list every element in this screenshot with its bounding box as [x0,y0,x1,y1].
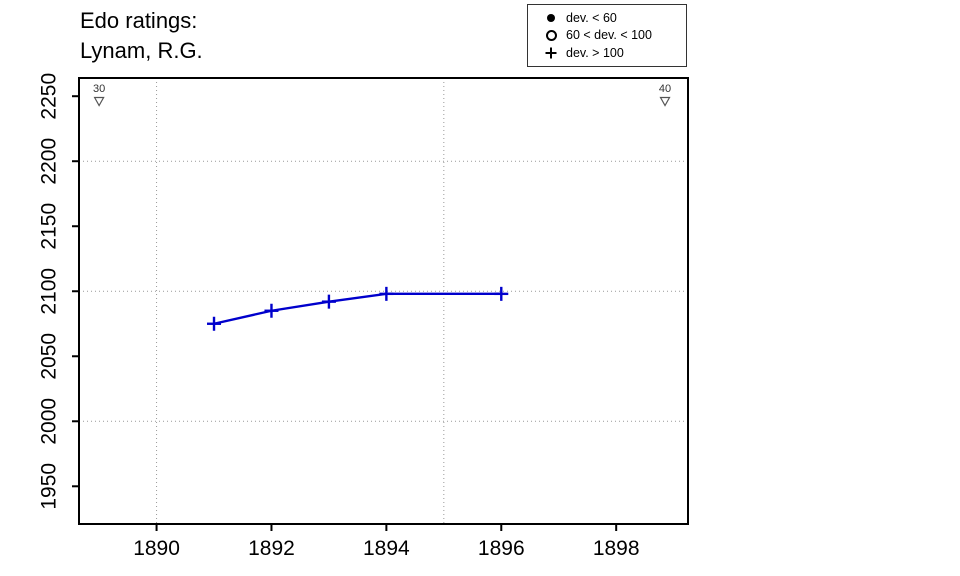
plus-icon [536,46,566,60]
legend-box: dev. < 60 60 < dev. < 100 dev. > 100 [527,4,687,67]
x-tick-label: 1894 [363,537,410,560]
y-tick-label: 1950 [37,463,60,510]
chart-title-line2: Lynam, R.G. [80,38,203,63]
down-triangle-icon [93,96,105,107]
age-annotation-label: 40 [659,83,671,95]
legend-item: dev. > 100 [536,46,686,60]
age-annotation-label: 30 [93,83,105,95]
rating-line [212,292,503,325]
legend-label: dev. > 100 [566,46,624,61]
y-tick-label: 2100 [37,268,60,315]
y-tick-label: 2000 [37,398,60,445]
legend-item: dev. < 60 [536,11,686,25]
x-tick-label: 1896 [478,537,525,560]
x-tick-label: 1890 [133,537,180,560]
x-tick-label: 1892 [248,537,295,560]
legend-label: dev. < 60 [566,10,617,25]
down-triangle-icon [659,96,671,107]
x-tick-label: 1898 [593,537,640,560]
open-circle-icon [536,29,566,41]
legend-label: 60 < dev. < 100 [566,28,652,43]
legend-item: 60 < dev. < 100 [536,28,686,42]
plot-border [78,77,689,525]
y-tick-label: 2200 [37,138,60,185]
chart-title: Edo ratings: Lynam, R.G. [80,6,203,66]
filled-circle-icon [536,13,566,22]
y-tick-label: 2150 [37,203,60,250]
y-tick-label: 2250 [37,73,60,120]
chart-title-line1: Edo ratings: [80,8,198,33]
y-tick-label: 2050 [37,333,60,380]
